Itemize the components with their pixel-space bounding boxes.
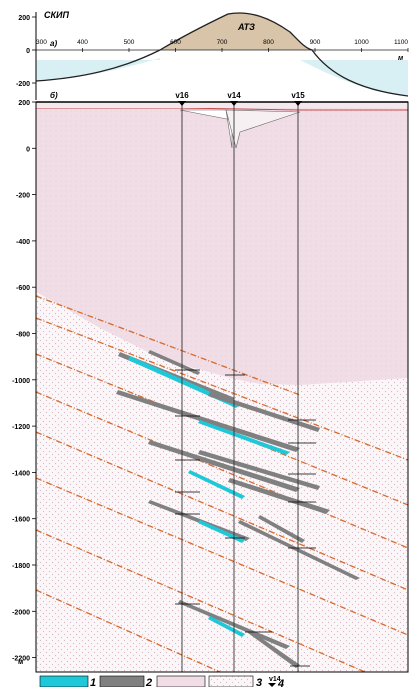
top-band (36, 102, 408, 108)
fault-line (35, 529, 366, 673)
cover-layer (36, 108, 408, 385)
panel-b-y-unit: м (18, 659, 23, 666)
y-tick-label: -1600 (12, 517, 30, 524)
ore-gray (248, 630, 300, 668)
y-tick-label: 200 (18, 15, 30, 22)
fault-line (35, 295, 301, 396)
y-tick-label: -1800 (12, 563, 30, 570)
legend-num-2: 2 (145, 677, 152, 687)
legend-num-1: 1 (90, 677, 96, 687)
fault-line (35, 477, 409, 636)
y-tick-label: -2200 (12, 656, 30, 663)
y-tick-label: -1000 (12, 378, 30, 385)
ore-gray (208, 392, 320, 432)
legend-well-label: v14 (269, 676, 281, 683)
x-tick-label: 700 (217, 39, 228, 46)
y-tick-label: 0 (26, 48, 30, 55)
panel-a: 200 0 -200 300 400 500 600 700 800 900 1000 1100 С… (16, 10, 408, 102)
x-tick-label: 500 (124, 39, 135, 46)
depression-right (225, 109, 301, 149)
intercepts (175, 369, 316, 667)
x-tick-label: 300 (36, 39, 47, 46)
panel-a-label: а) (50, 39, 57, 48)
y-tick-label: 200 (18, 100, 30, 107)
y-tick-label: -2000 (12, 609, 30, 616)
y-tick-label: -1200 (12, 424, 30, 431)
x-tick-label: 900 (310, 39, 321, 46)
x-tick-label: 1000 (354, 39, 369, 46)
x-tick-label: 1100 (394, 39, 408, 46)
ore-cyan (198, 420, 290, 455)
x-tick-label: 600 (170, 39, 181, 46)
ore-gray (116, 390, 300, 452)
y-tick-label: -200 (16, 81, 30, 88)
ore-cyan (198, 520, 245, 543)
legend-swatch-1 (39, 675, 89, 687)
fault-line (35, 391, 409, 549)
fault-line (35, 431, 409, 591)
y-tick-label: 0 (26, 146, 30, 153)
depression (179, 109, 233, 149)
ore-gray (148, 500, 250, 541)
ore-bodies (116, 350, 360, 668)
ore-cyan (188, 470, 245, 499)
legend-well-marker-icon (268, 683, 276, 687)
y-tick-label: -600 (16, 285, 30, 292)
ore-gray (198, 450, 320, 490)
skip-label: СКИП (44, 10, 70, 20)
panel-a-x-unit: м (398, 55, 404, 62)
legend-swatch-2 (99, 675, 145, 687)
well-label: v15 (291, 91, 305, 100)
skip-curve (35, 12, 409, 97)
y-tick-label: -800 (16, 332, 30, 339)
panel-b: v16 v14 v15 200 0 -200 -400 -600 -800 -1000 -1200… (12, 91, 409, 673)
y-tick-label: -1400 (12, 470, 30, 477)
y-tick-label: -400 (16, 239, 30, 246)
negative-area-right (300, 60, 408, 96)
x-tick-label: 800 (263, 39, 274, 46)
ore-gray (238, 520, 360, 580)
legend-num-4: 4 (277, 678, 284, 687)
anomaly-label: АТЗ (237, 22, 255, 32)
legend-num-3: 3 (256, 677, 262, 687)
well-label: v14 (227, 91, 241, 100)
ore-gray (228, 478, 330, 514)
ore-cyan (208, 616, 245, 637)
y-tick-label: -200 (16, 193, 30, 200)
legend: 1 2 3 v14 4 (39, 675, 284, 687)
legend-swatch-3 (156, 675, 206, 687)
legend-swatch-3b (208, 675, 254, 687)
panel-b-label: б) (50, 91, 58, 100)
ore-gray (148, 440, 300, 492)
fault-line (35, 589, 221, 673)
ore-gray (148, 350, 200, 375)
well-label: v16 (175, 91, 189, 100)
fault-line (35, 317, 409, 461)
x-tick-label: 400 (77, 39, 88, 46)
ore-gray (258, 515, 305, 543)
